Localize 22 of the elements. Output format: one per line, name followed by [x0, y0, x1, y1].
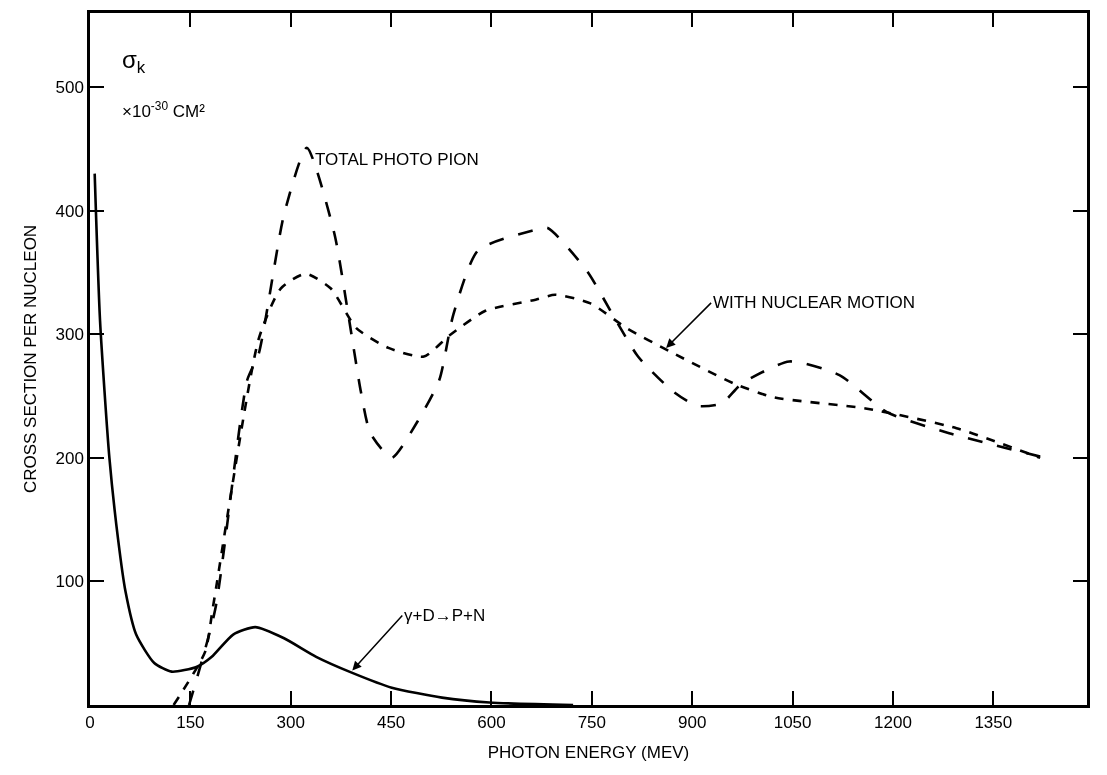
x-tick-label: 600	[477, 713, 506, 733]
x-tick-label: 450	[376, 713, 406, 733]
y-tick-label: 100	[55, 572, 84, 592]
x-axis-title: PHOTON ENERGY (MEV)	[487, 742, 690, 762]
x-tick-label: 750	[577, 713, 607, 733]
annotation: TOTAL PHOTO PION	[315, 150, 479, 169]
x-tick-label: 1200	[874, 713, 912, 733]
annotation: γ+D→P+N	[404, 606, 486, 625]
annotation: σ$_{k}$	[122, 46, 146, 78]
x-tick-label: 900	[678, 713, 707, 733]
x-tick-label: 300	[276, 713, 305, 733]
y-tick-label: 500	[55, 78, 84, 98]
x-tick-label: 1350	[974, 713, 1013, 733]
x-tick-label: 1050	[773, 713, 812, 733]
annotation: ×10$^{-30}$ CM²	[122, 99, 206, 122]
annotation: WITH NUCLEAR MOTION	[713, 293, 916, 312]
y-tick-label: 300	[55, 325, 84, 345]
y-axis-title: CROSS SECTION PER NUCLEON	[21, 224, 41, 494]
x-tick-label: 0	[85, 713, 95, 733]
y-tick-label: 400	[55, 201, 84, 221]
x-tick-label: 150	[176, 713, 205, 733]
y-tick-label: 200	[55, 448, 84, 468]
